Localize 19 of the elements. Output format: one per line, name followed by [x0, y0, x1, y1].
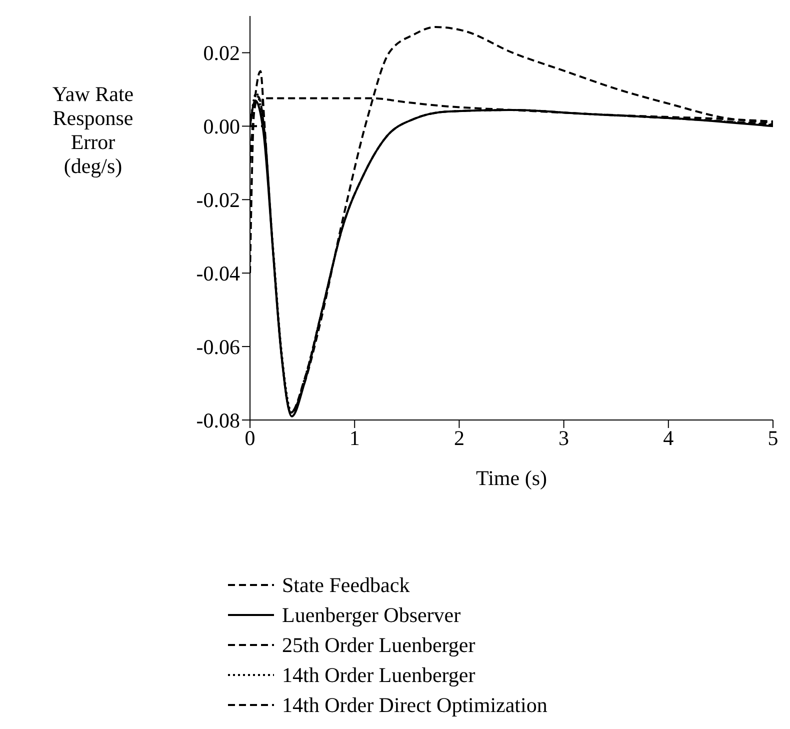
x-tick-label: 0: [244, 426, 256, 450]
x-tick-label: 1: [349, 426, 360, 450]
x-tick-label: 3: [558, 426, 570, 450]
y-tick-label: 0.00: [203, 114, 240, 139]
y-axis-title: Yaw Rate Response Error (deg/s): [52, 82, 134, 178]
x-tick-label: 2: [454, 426, 464, 450]
legend-label: 25th Order Luenberger: [282, 632, 476, 658]
legend-label: 14th Order Direct Optimization: [282, 692, 548, 718]
y-tick-label: -0.06: [196, 335, 240, 359]
legend-label: 14th Order Luenberger: [282, 662, 476, 688]
y-tick-label: -0.02: [196, 188, 240, 212]
legend-label: Luenberger Observer: [282, 602, 461, 628]
y-tick-label: -0.04: [196, 262, 240, 286]
y-tick-label: 0.02: [203, 41, 240, 66]
legend-label: State Feedback: [282, 572, 410, 598]
x-axis-title: Time (s): [476, 466, 547, 490]
x-tick-label: 4: [663, 426, 674, 450]
y-tick-label: -0.08: [196, 408, 240, 432]
x-tick-label: 5: [768, 426, 778, 450]
